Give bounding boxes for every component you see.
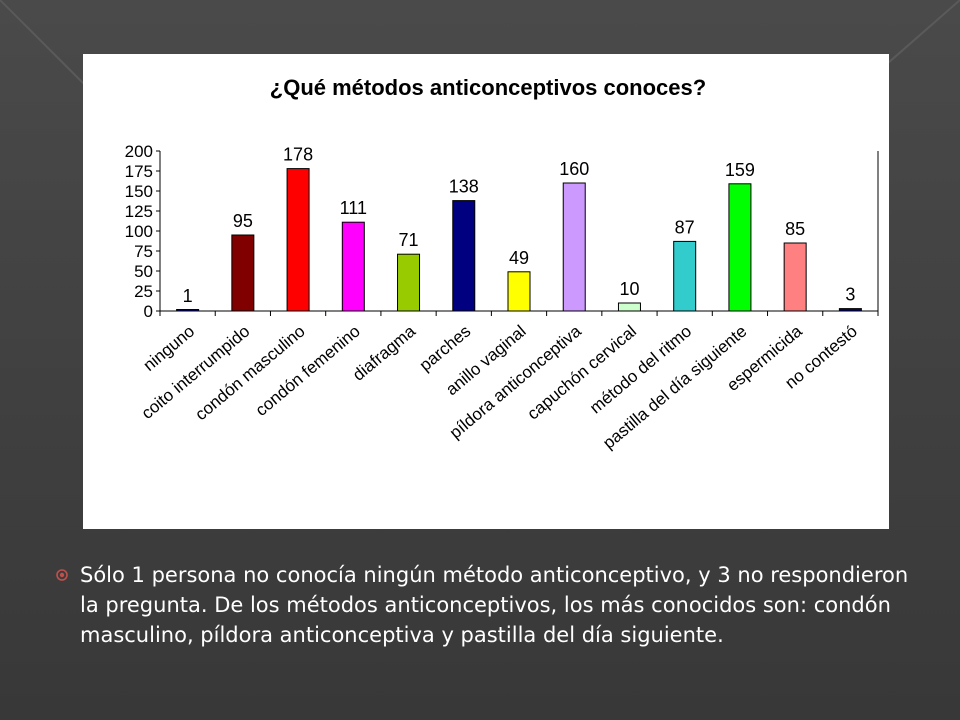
- caption-text: Sólo 1 persona no conocía ningún método …: [80, 563, 909, 647]
- bullet-icon: [56, 569, 68, 581]
- y-tick-label: 100: [125, 222, 153, 241]
- y-tick-label: 125: [125, 202, 153, 221]
- data-label: 1: [183, 286, 193, 306]
- bar: [507, 271, 531, 312]
- data-label: 159: [725, 160, 755, 180]
- y-tick-label: 150: [125, 182, 153, 201]
- data-label: 10: [619, 279, 639, 299]
- bar: [231, 234, 255, 312]
- bar-chart: ¿Qué métodos anticonceptivos conoces? 02…: [125, 75, 879, 453]
- data-label: 138: [449, 177, 479, 197]
- x-tick-label: diafragma: [349, 321, 420, 384]
- bar: [783, 242, 807, 312]
- data-label: 71: [399, 230, 419, 250]
- y-tick-label: 0: [144, 302, 153, 321]
- data-label: 3: [845, 285, 855, 305]
- y-tick-label: 75: [134, 242, 153, 261]
- data-labels: 1 95 178 111 71 138 49 160 10 87 159 85 3: [183, 145, 856, 307]
- y-tick-label: 50: [134, 262, 153, 281]
- y-tick-label: 200: [125, 142, 153, 161]
- data-label: 178: [283, 145, 313, 165]
- data-label: 87: [675, 217, 695, 237]
- bar: [728, 183, 752, 312]
- y-tick-label: 175: [125, 162, 153, 181]
- bar: [562, 182, 586, 312]
- data-label: 49: [509, 248, 529, 268]
- bar: [617, 302, 641, 312]
- data-label: 85: [785, 219, 805, 239]
- bar: [176, 309, 200, 312]
- bar: [341, 221, 365, 312]
- bar: [397, 253, 421, 312]
- bar: [286, 168, 310, 312]
- bar: [673, 240, 697, 312]
- bar: [452, 200, 476, 312]
- y-tick-label: 25: [134, 282, 153, 301]
- data-label: 95: [233, 211, 253, 231]
- chart-title: ¿Qué métodos anticonceptivos conoces?: [270, 75, 706, 100]
- bars: [176, 168, 862, 312]
- data-label: 160: [559, 159, 589, 179]
- bar: [838, 308, 862, 312]
- data-label: 111: [340, 198, 367, 218]
